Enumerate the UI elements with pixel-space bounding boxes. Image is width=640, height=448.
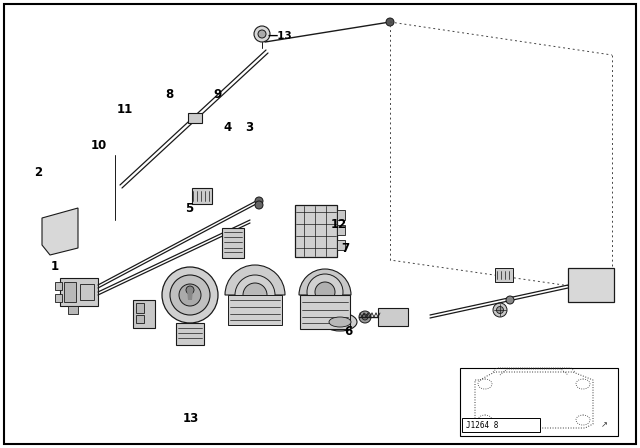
Text: 6: 6: [345, 325, 353, 338]
Bar: [64, 282, 76, 302]
Bar: [337, 225, 345, 235]
Circle shape: [493, 303, 507, 317]
Circle shape: [59, 229, 65, 235]
Wedge shape: [299, 269, 351, 295]
Bar: [133, 300, 155, 328]
Text: J1264 8: J1264 8: [466, 421, 499, 430]
Circle shape: [255, 201, 263, 209]
Bar: [176, 323, 204, 345]
Circle shape: [307, 274, 343, 310]
Bar: [572, 272, 590, 298]
Bar: [337, 240, 345, 250]
Bar: [68, 306, 78, 314]
Text: 5: 5: [185, 202, 193, 215]
Bar: [300, 295, 350, 329]
Circle shape: [506, 296, 514, 304]
Bar: [462, 418, 540, 432]
Bar: [136, 315, 144, 323]
Circle shape: [258, 30, 266, 38]
Bar: [460, 368, 618, 436]
Text: 8: 8: [166, 87, 173, 101]
Text: 7: 7: [342, 242, 349, 255]
Text: 10: 10: [91, 139, 108, 152]
Bar: [136, 303, 144, 313]
Bar: [295, 205, 337, 257]
Text: —13: —13: [268, 31, 292, 41]
Bar: [228, 295, 282, 325]
Text: 3: 3: [246, 121, 253, 134]
Text: 11: 11: [116, 103, 133, 116]
Bar: [80, 284, 94, 300]
Bar: [192, 188, 212, 204]
Circle shape: [359, 311, 371, 323]
Bar: [568, 268, 614, 302]
Text: 9: 9: [214, 87, 221, 101]
Circle shape: [255, 197, 263, 205]
Text: 4: 4: [223, 121, 231, 134]
Circle shape: [497, 306, 504, 314]
Circle shape: [162, 267, 218, 323]
Text: 2: 2: [35, 166, 42, 179]
Bar: [337, 210, 345, 220]
Bar: [378, 308, 408, 326]
Circle shape: [254, 26, 270, 42]
Circle shape: [55, 225, 69, 239]
Circle shape: [186, 286, 194, 294]
Wedge shape: [225, 265, 285, 295]
Bar: [60, 278, 98, 306]
Ellipse shape: [323, 313, 357, 331]
Bar: [55, 294, 62, 302]
Text: 13: 13: [182, 412, 199, 426]
Polygon shape: [42, 208, 78, 255]
Circle shape: [315, 282, 335, 302]
Text: 12: 12: [331, 217, 348, 231]
Polygon shape: [187, 290, 193, 300]
Text: ↗: ↗: [600, 421, 607, 430]
Ellipse shape: [329, 317, 351, 327]
Circle shape: [235, 275, 275, 315]
Bar: [594, 274, 610, 296]
Circle shape: [179, 284, 201, 306]
Bar: [188, 113, 202, 123]
Bar: [495, 268, 513, 282]
Circle shape: [386, 18, 394, 26]
Circle shape: [243, 283, 267, 307]
Text: 1: 1: [51, 260, 58, 273]
Circle shape: [170, 275, 210, 315]
Bar: [55, 282, 62, 290]
Circle shape: [362, 314, 368, 320]
Bar: [222, 228, 244, 258]
